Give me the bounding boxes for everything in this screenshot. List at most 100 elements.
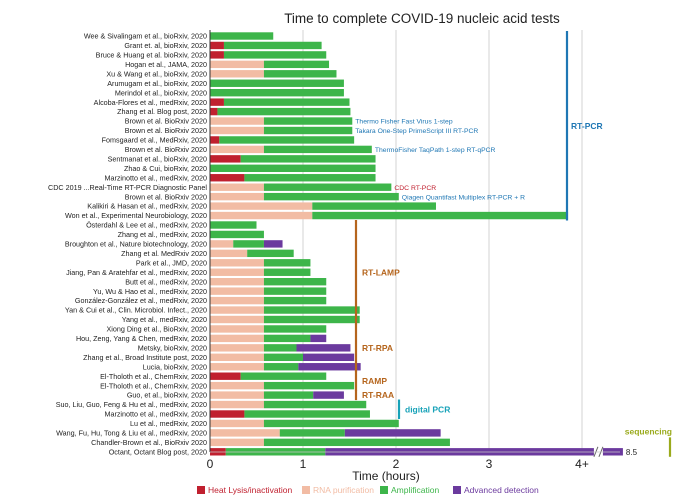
bar-segment-amp	[240, 372, 327, 380]
bar-segment-amp	[263, 353, 303, 361]
bar-segment-lysis	[210, 155, 241, 163]
bar-segment-amp	[244, 174, 376, 182]
bar-segment-rna	[210, 240, 234, 248]
row-label: Yang et al., medRxiv, 2020	[122, 315, 207, 324]
bar-segment-amp	[263, 126, 353, 135]
group-label: RT-LAMP	[362, 267, 400, 277]
row-label: Yu, Wu & Hao et al., medRxiv, 2020	[93, 287, 207, 296]
bar-segment-rna	[210, 325, 264, 333]
row-label: Xu & Wang et al., bioRxiv, 2020	[106, 69, 207, 78]
bar-segment-amp	[263, 400, 367, 409]
bar-segment-rna	[210, 249, 248, 258]
bar-segment-amp	[263, 60, 330, 69]
bar-segment-rna	[210, 306, 264, 314]
bar-segment-lysis	[210, 410, 245, 418]
row-label: Sentmanat et al., bioRxiv, 2020	[108, 154, 207, 163]
bar-segment-amp	[263, 117, 353, 125]
row-label: González-González et al., medRxiv, 2020	[75, 296, 207, 305]
row-label: Brown et al. BioRxiv 2020	[125, 126, 207, 135]
legend-label: Heat Lysis/inactivation	[208, 485, 293, 495]
bar-segment-rna	[210, 363, 264, 371]
row-label: Suo, Liu, Guo, Feng & Hu et al., medRxiv…	[56, 400, 207, 409]
bars-layer	[210, 32, 623, 456]
bar-segment-amp	[263, 391, 314, 399]
bar-segment-amp	[263, 315, 360, 324]
bar-annotation: CDC RT-PCR	[394, 185, 436, 192]
row-label: Park et al., JMD, 2020	[136, 258, 207, 267]
bar-segment-rna	[210, 183, 264, 191]
legend-swatch-adv	[453, 486, 461, 494]
bar-segment-lysis	[210, 98, 224, 106]
bar-segment-amp	[210, 230, 264, 239]
bar-segment-rna	[210, 287, 264, 295]
row-label: Wee & Sivalingam et al., bioRxiv, 2020	[84, 32, 207, 41]
bar-segment-amp	[279, 429, 345, 437]
row-label: Bruce & Huang et al. bioRxiv, 2020	[96, 51, 207, 60]
row-label: Lucia, bioRxiv, 2020	[143, 362, 207, 371]
row-label: Butt et al., medRxiv, 2020	[125, 277, 207, 286]
group-label: sequencing	[625, 426, 672, 436]
labels-layer: Wee & Sivalingam et al., bioRxiv, 2020Gr…	[48, 32, 207, 457]
axis-layer: 0 1 2 3 4+	[207, 30, 620, 471]
row-label: Broughton et al., Nature biotechnology, …	[65, 240, 207, 249]
bar-segment-rna	[210, 296, 264, 305]
bar-segment-lysis	[210, 136, 220, 144]
row-label: Zhang et al. MedRxiv 2020	[121, 249, 207, 258]
x-tick-label: 3	[486, 457, 493, 471]
bar-segment-amp	[263, 419, 399, 428]
bar-segment-rna	[210, 353, 264, 361]
bar-segment-rna	[210, 259, 264, 267]
bar-segment-amp	[223, 98, 350, 106]
row-label: Won et al., Experimental Neurobiology, 2…	[65, 211, 207, 220]
bar-segment-amp	[210, 164, 376, 172]
chart-title: Time to complete COVID-19 nucleic acid t…	[284, 11, 560, 26]
bar-segment-rna	[210, 211, 313, 220]
bar-segment-lysis	[210, 51, 224, 59]
annotations-layer: Thermo Fisher Fast Virus 1-step Takara On…	[355, 119, 638, 457]
bar-segment-amp	[244, 410, 370, 418]
x-tick-label: 1	[300, 457, 307, 471]
legend-label: RNA purification	[313, 485, 374, 495]
bar-segment-adv	[263, 240, 283, 248]
group-label: RT-RAA	[362, 390, 394, 400]
group-label: digital PCR	[405, 404, 450, 414]
legend-swatch-lysis	[197, 486, 205, 494]
bar-segment-rna	[210, 381, 264, 390]
bar-segment-rna	[210, 334, 264, 343]
bar-segment-rna	[210, 278, 264, 286]
bar-annotation: Thermo Fisher Fast Virus 1-step	[355, 119, 453, 126]
groups-layer: RT-PCR RT-LAMP RT-RPA RAMP RT-RAA digital PCR…	[354, 31, 672, 457]
bar-segment-rna	[210, 344, 264, 352]
row-label: Wang, Fu, Hu, Tong & Liu et al., medRxiv…	[56, 429, 207, 438]
bar-segment-amp	[247, 249, 294, 258]
bar-segment-amp	[210, 32, 274, 40]
row-label: Marzinotto et al., medRxiv, 2020	[104, 173, 207, 182]
bar-segment-amp	[263, 259, 311, 267]
bar-annotation: ThermoFisher TaqPath 1-step RT-qPCR	[375, 147, 496, 154]
row-label: Zhang et al., medRxiv, 2020	[118, 230, 207, 239]
bar-segment-rna	[210, 60, 264, 69]
x-tick-label: 0	[207, 457, 214, 471]
bar-segment-adv	[310, 334, 327, 343]
bar-segment-rna	[210, 315, 264, 324]
bar-segment-amp	[263, 70, 337, 78]
row-label: Xiong Ding et al., BioRxiv, 2020	[106, 325, 207, 334]
row-label: Yan & Cui et al., Clin. Microbiol. Infec…	[65, 306, 207, 315]
row-label: Grant et. al, bioRxiv, 2020	[124, 41, 207, 50]
row-label: Guo, et al., bioRxiv, 2020	[127, 391, 207, 400]
bar-segment-adv	[303, 353, 355, 361]
row-label: Zhao & Cui, bioRxiv, 2020	[124, 164, 207, 173]
row-label: Brown et al. BioRxiv 2020	[125, 117, 207, 126]
bar-segment-rna	[210, 70, 264, 78]
row-label: Brown et al. BioRxiv 2020	[125, 145, 207, 154]
bar-segment-lysis	[210, 174, 245, 182]
bar-segment-amp	[217, 107, 351, 116]
row-label: Kalikiri & Hasan et al., medRxiv, 2020	[87, 202, 207, 211]
bar-segment-rna	[210, 126, 264, 135]
legend-swatch-rna	[302, 486, 310, 494]
row-label: Arumugam et al., bioRxiv, 2020	[107, 79, 207, 88]
row-label: El-Tholoth et al., ChemRxiv, 2020	[100, 381, 207, 390]
x-axis-label: Time (hours)	[352, 469, 420, 483]
bar-segment-amp	[263, 344, 297, 352]
bar-segment-amp	[263, 287, 327, 295]
